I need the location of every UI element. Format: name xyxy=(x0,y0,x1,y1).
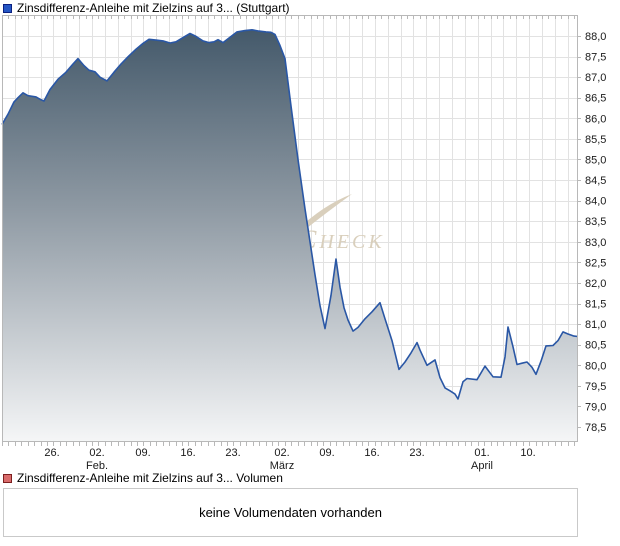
price-chart-svg: CHECK88,087,587,086,586,085,585,084,584,… xyxy=(1,15,606,472)
svg-text:88,0: 88,0 xyxy=(585,31,606,43)
svg-text:80,0: 80,0 xyxy=(585,360,606,372)
svg-text:84,5: 84,5 xyxy=(585,175,606,187)
svg-text:87,0: 87,0 xyxy=(585,72,606,84)
svg-text:16.: 16. xyxy=(180,447,195,459)
svg-text:86,0: 86,0 xyxy=(585,113,606,125)
price-legend: Zinsdifferenz-Anleihe mit Zielzins auf 3… xyxy=(3,2,290,15)
svg-text:März: März xyxy=(270,460,294,472)
svg-text:April: April xyxy=(471,460,493,472)
price-legend-label: Zinsdifferenz-Anleihe mit Zielzins auf 3… xyxy=(17,1,290,15)
svg-text:09.: 09. xyxy=(135,447,150,459)
svg-text:82,0: 82,0 xyxy=(585,278,606,290)
date-ticks xyxy=(2,15,581,446)
svg-text:82,5: 82,5 xyxy=(585,257,606,269)
svg-text:86,5: 86,5 xyxy=(585,93,606,105)
svg-text:83,5: 83,5 xyxy=(585,216,606,228)
svg-text:23.: 23. xyxy=(225,447,240,459)
volume-legend-label: Zinsdifferenz-Anleihe mit Zielzins auf 3… xyxy=(17,471,283,485)
svg-text:02.: 02. xyxy=(89,447,104,459)
svg-text:16.: 16. xyxy=(364,447,379,459)
svg-text:02.: 02. xyxy=(274,447,289,459)
svg-text:85,0: 85,0 xyxy=(585,154,606,166)
svg-text:81,0: 81,0 xyxy=(585,319,606,331)
volume-panel: keine Volumendaten vorhanden xyxy=(3,488,578,537)
price-area xyxy=(2,29,578,443)
svg-text:23.: 23. xyxy=(409,447,424,459)
svg-text:79,0: 79,0 xyxy=(585,401,606,413)
volume-empty-message: keine Volumendaten vorhanden xyxy=(199,505,382,520)
svg-text:Feb.: Feb. xyxy=(86,460,108,472)
plot-border xyxy=(2,15,578,442)
svg-text:10.: 10. xyxy=(520,447,535,459)
svg-text:85,5: 85,5 xyxy=(585,134,606,146)
svg-text:01.: 01. xyxy=(474,447,489,459)
svg-text:87,5: 87,5 xyxy=(585,52,606,64)
svg-text:80,5: 80,5 xyxy=(585,340,606,352)
svg-text:83,0: 83,0 xyxy=(585,237,606,249)
volume-legend: Zinsdifferenz-Anleihe mit Zielzins auf 3… xyxy=(3,472,283,485)
svg-text:81,5: 81,5 xyxy=(585,299,606,311)
svg-text:84,0: 84,0 xyxy=(585,196,606,208)
volume-legend-swatch-icon xyxy=(3,474,12,483)
svg-text:26.: 26. xyxy=(44,447,59,459)
svg-text:78,5: 78,5 xyxy=(585,422,606,434)
price-line xyxy=(1,29,579,400)
y-axis-labels: 88,0 87,5 87,0 86,5 86,0 85,5 85,0 84,5 84,0 83,5… xyxy=(585,31,606,434)
svg-text:09.: 09. xyxy=(319,447,334,459)
price-legend-swatch-icon xyxy=(3,4,12,13)
svg-text:79,5: 79,5 xyxy=(585,381,606,393)
